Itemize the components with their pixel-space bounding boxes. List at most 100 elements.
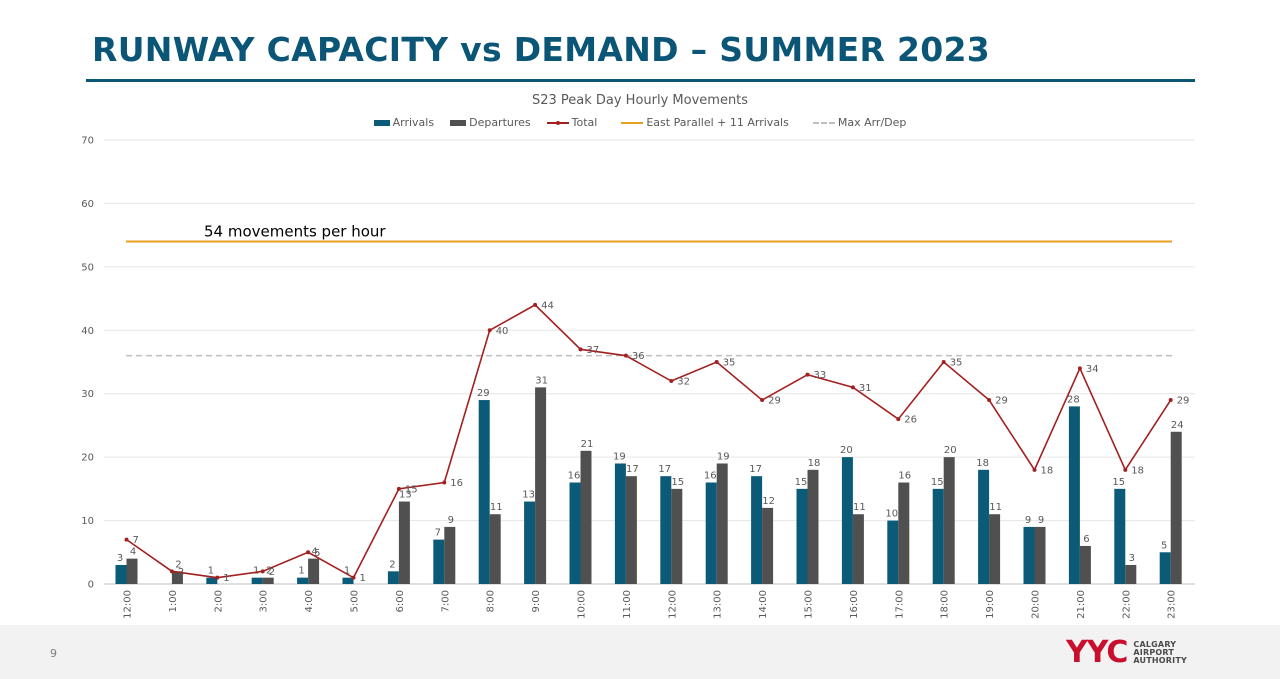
y-tick-label: 70 — [81, 136, 94, 147]
legend-departures-label: Departures — [469, 116, 531, 129]
x-tick-label: 4:00 — [304, 590, 315, 612]
logo-sub-line: AIRPORT — [1133, 648, 1175, 657]
arrivals-data-label: 7 — [435, 528, 441, 539]
arrivals-data-label: 10 — [885, 509, 898, 520]
legend-max-label: Max Arr/Dep — [837, 116, 907, 129]
departures-data-label: 18 — [808, 458, 821, 469]
y-tick-label: 60 — [81, 199, 94, 210]
total-data-label: 33 — [814, 370, 827, 381]
capacity-annotation: 54 movements per hour — [204, 222, 386, 240]
departures-data-label: 20 — [944, 445, 957, 456]
departures-bar — [671, 488, 683, 584]
departures-data-label: 17 — [626, 464, 639, 475]
x-tick-label: 12:00 — [667, 590, 678, 619]
total-data-label: 18 — [1131, 465, 1144, 476]
total-data-label: 35 — [723, 358, 736, 369]
departures-bar — [444, 526, 456, 584]
legend-total-swatch — [546, 120, 569, 125]
x-tick-label: 18:00 — [940, 590, 951, 619]
departures-data-label: 11 — [989, 502, 1002, 513]
total-data-label: 7 — [133, 535, 139, 546]
total-point — [442, 480, 447, 485]
arrivals-bar — [342, 577, 354, 584]
departures-bar — [852, 514, 864, 584]
departures-data-label: 6 — [1083, 534, 1089, 545]
departures-data-label: 11 — [853, 502, 866, 513]
total-data-label: 26 — [904, 415, 917, 426]
arrivals-bar — [751, 476, 763, 584]
total-point — [578, 347, 583, 352]
total-data-label: 29 — [1177, 396, 1190, 407]
arrivals-data-label: 3 — [117, 553, 123, 564]
arrivals-data-label: 2 — [389, 559, 395, 570]
arrivals-bar — [841, 457, 853, 584]
logo-sub: CALGARY AIRPORT AUTHORITY — [1133, 641, 1187, 665]
arrivals-data-label: 15 — [931, 477, 944, 488]
departures-bar — [943, 457, 955, 584]
y-tick-label: 30 — [81, 389, 94, 400]
total-point — [1168, 398, 1173, 403]
total-data-label: 37 — [587, 345, 600, 356]
arrivals-bar — [978, 469, 990, 584]
x-tick-label: 7:00 — [440, 590, 451, 612]
departures-bar — [1079, 545, 1091, 584]
arrivals-bar — [660, 476, 672, 584]
x-tick-label: 11:00 — [622, 590, 633, 619]
y-tick-label: 10 — [81, 516, 94, 527]
departures-bar — [398, 501, 410, 584]
x-tick-label: 23:00 — [1167, 590, 1178, 619]
x-tick-label: 9:00 — [531, 590, 542, 612]
departures-bar — [1125, 564, 1137, 584]
departures-data-label: 11 — [490, 502, 503, 513]
departures-data-label: 15 — [671, 477, 684, 488]
logo-sub-line: CALGARY — [1133, 640, 1177, 649]
departures-data-label: 2 — [175, 559, 181, 570]
departures-data-label: 9 — [1038, 515, 1044, 526]
arrivals-bar — [206, 577, 218, 584]
total-data-label: 36 — [632, 351, 645, 362]
total-point — [351, 575, 356, 580]
y-tick-label: 20 — [81, 453, 94, 464]
x-tick-label: 3:00 — [259, 590, 270, 612]
arrivals-bar — [524, 501, 536, 584]
arrivals-bar — [478, 400, 490, 584]
logo-main: YYC — [1066, 635, 1128, 670]
departures-bar — [1034, 526, 1046, 584]
total-data-label: 31 — [859, 383, 872, 394]
total-data-label: 35 — [950, 358, 963, 369]
arrivals-data-label: 9 — [1025, 515, 1031, 526]
y-tick-label: 40 — [81, 326, 94, 337]
arrivals-data-label: 16 — [704, 471, 717, 482]
arrivals-bar — [297, 577, 309, 584]
arrivals-data-label: 1 — [298, 566, 304, 577]
x-tick-label: 13:00 — [713, 590, 724, 619]
page-number: 9 — [50, 647, 57, 660]
total-point — [805, 372, 810, 377]
x-tick-label: 14:00 — [758, 590, 769, 619]
x-tick-label: 8:00 — [486, 590, 497, 612]
departures-data-label: 2 — [266, 566, 272, 577]
logo-sub-line: AUTHORITY — [1133, 656, 1187, 665]
departures-bar — [807, 469, 819, 584]
x-tick-label: 19:00 — [985, 590, 996, 619]
legend-capacity-swatch — [621, 121, 644, 124]
y-tick-label: 50 — [81, 262, 94, 273]
x-tick-label: 20:00 — [1031, 590, 1042, 619]
x-tick-label: 16:00 — [849, 590, 860, 619]
total-line — [126, 303, 1172, 579]
total-point — [669, 379, 674, 384]
departures-bar — [625, 476, 637, 584]
x-tick-label: 10:00 — [577, 590, 588, 619]
arrivals-data-label: 15 — [1112, 477, 1125, 488]
total-data-label: 34 — [1086, 364, 1099, 375]
arrivals-bar — [1068, 406, 1080, 584]
total-data-label: 2 — [178, 567, 184, 578]
arrivals-bar — [569, 482, 581, 584]
total-data-label: 16 — [450, 478, 463, 489]
total-data-label: 44 — [541, 300, 554, 311]
arrivals-bar — [1023, 526, 1035, 584]
arrivals-data-label: 17 — [749, 464, 762, 475]
title-rule — [86, 79, 1195, 82]
arrivals-bar — [115, 564, 127, 584]
